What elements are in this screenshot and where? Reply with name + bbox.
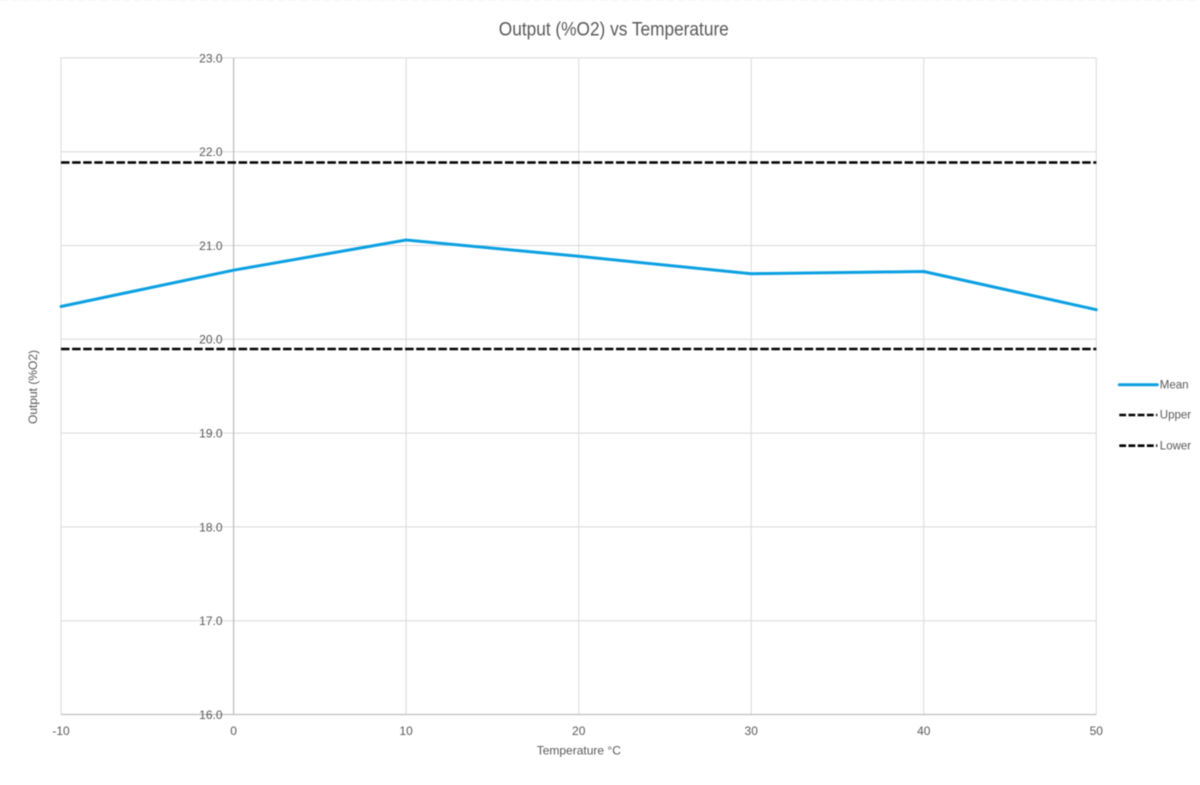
svg-text:Output (%O2) vs Temperature: Output (%O2) vs Temperature [499,19,729,40]
svg-text:50: 50 [1090,724,1104,738]
svg-text:Temperature °C: Temperature °C [537,744,621,758]
svg-text:0: 0 [230,724,237,738]
svg-text:16.0: 16.0 [199,708,223,722]
svg-text:23.0: 23.0 [199,51,223,65]
svg-text:-10: -10 [52,724,70,738]
svg-text:18.0: 18.0 [199,520,223,534]
svg-text:20.0: 20.0 [199,333,223,347]
svg-text:10: 10 [399,724,413,738]
svg-text:20: 20 [572,724,586,738]
svg-text:Output (%O2): Output (%O2) [26,350,40,424]
svg-text:40: 40 [917,724,931,738]
svg-text:22.0: 22.0 [199,145,223,159]
svg-text:Lower: Lower [1160,440,1191,452]
svg-text:19.0: 19.0 [199,427,223,441]
svg-text:Upper: Upper [1160,410,1191,422]
svg-text:17.0: 17.0 [199,614,223,628]
svg-text:21.0: 21.0 [199,239,223,253]
svg-text:Mean: Mean [1160,379,1189,391]
svg-text:30: 30 [745,724,759,738]
